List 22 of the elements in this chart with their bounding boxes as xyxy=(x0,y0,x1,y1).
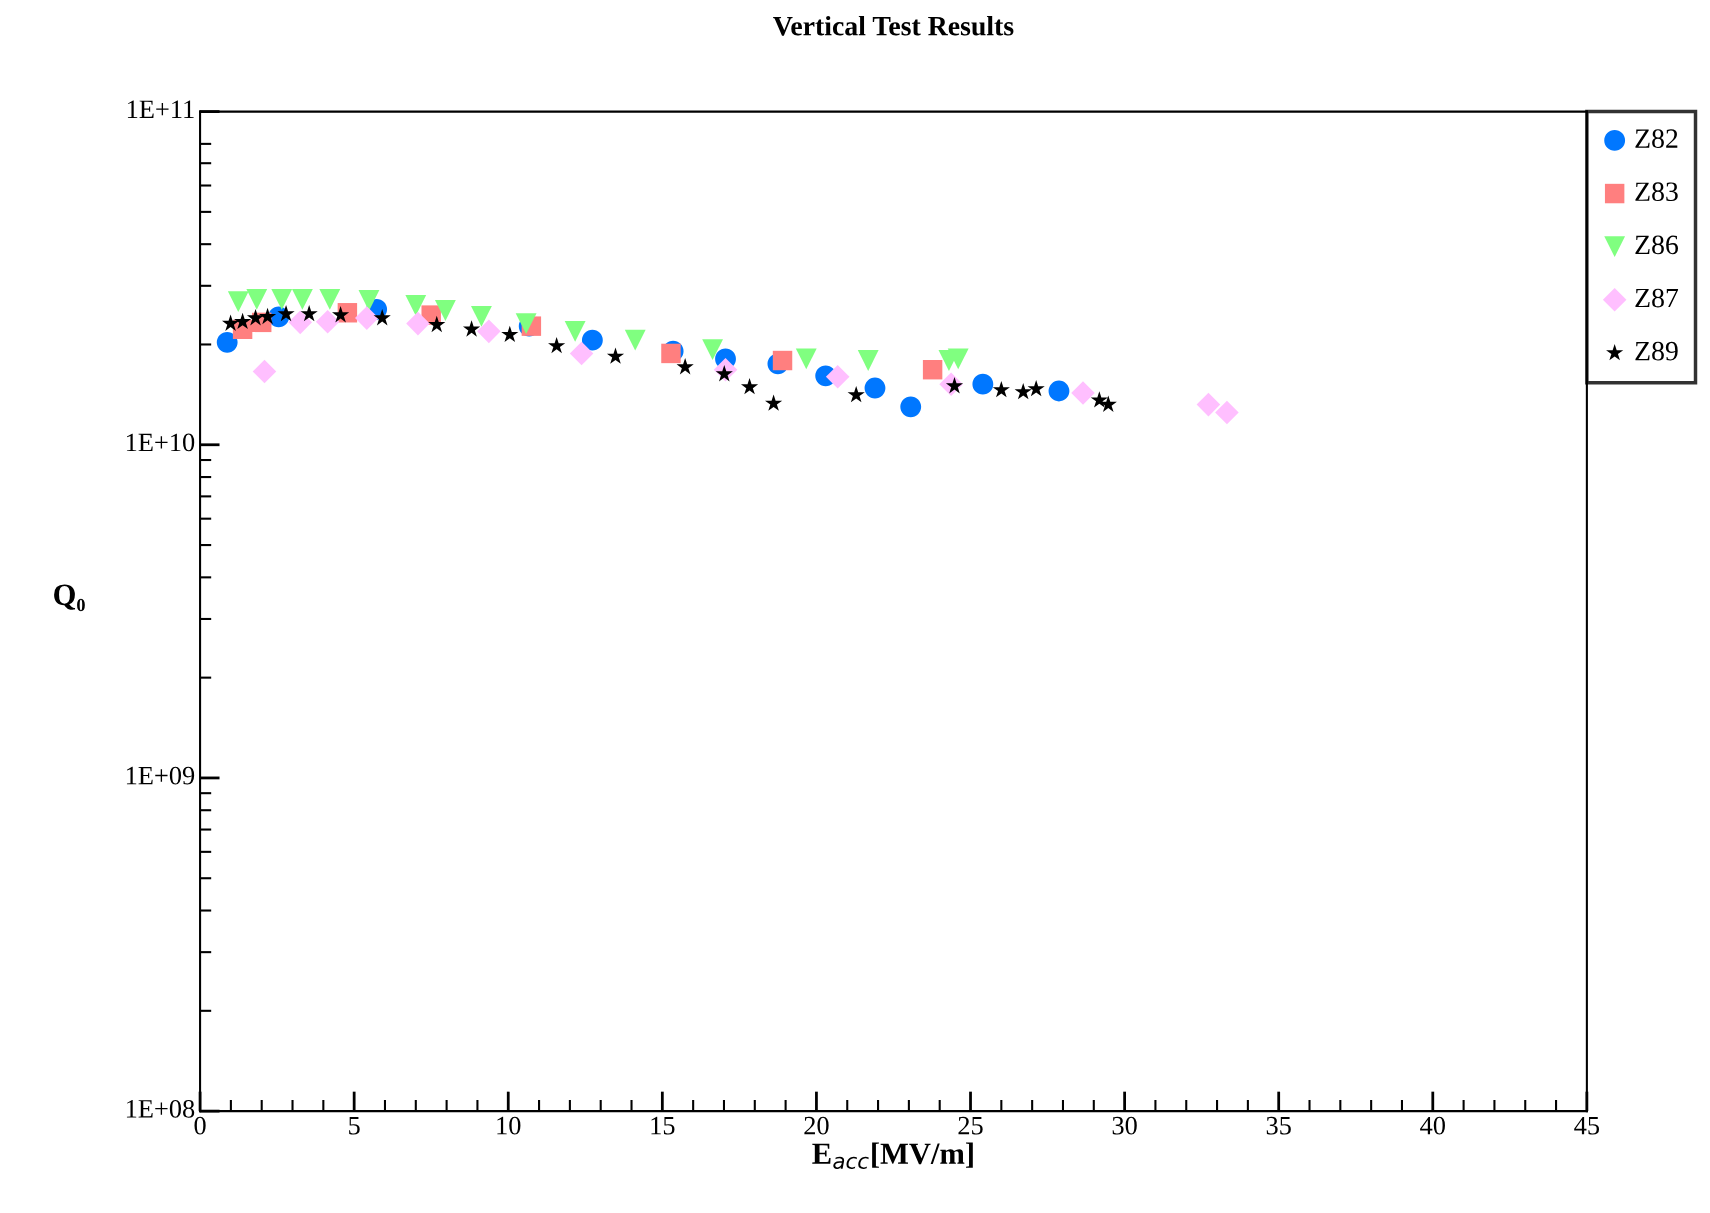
x-axis-title: E$_{acc}$[MV/m] xyxy=(812,1142,973,1170)
y-tick-label: 1E+10 xyxy=(126,433,195,452)
x-tick-label: 35 xyxy=(1266,1116,1291,1135)
chart-title: Vertical Test Results xyxy=(773,15,1014,36)
y-tick-label: 1E+08 xyxy=(126,1099,195,1118)
legend-label: Z83 xyxy=(1635,182,1678,202)
legend-label: Z82 xyxy=(1635,129,1678,148)
legend-label: Z89 xyxy=(1635,341,1678,361)
x-tick-label: 30 xyxy=(1112,1116,1137,1135)
x-tick-label: 20 xyxy=(804,1116,829,1135)
x-tick-label: 0 xyxy=(194,1116,206,1135)
x-tick-label: 5 xyxy=(349,1117,360,1135)
x-tick-label: 25 xyxy=(958,1116,983,1135)
y-tick-label: 1E+11 xyxy=(127,100,194,118)
y-tick-label: 1E+09 xyxy=(126,766,195,785)
legend-label: Z87 xyxy=(1635,288,1679,308)
x-tick-label: 40 xyxy=(1420,1116,1445,1135)
x-tick-label: 45 xyxy=(1574,1116,1600,1135)
x-tick-label: 15 xyxy=(651,1116,675,1135)
x-tick-label: 10 xyxy=(497,1116,521,1135)
legend-label: Z86 xyxy=(1635,235,1679,255)
y-axis-title: Q₀ xyxy=(54,584,85,612)
